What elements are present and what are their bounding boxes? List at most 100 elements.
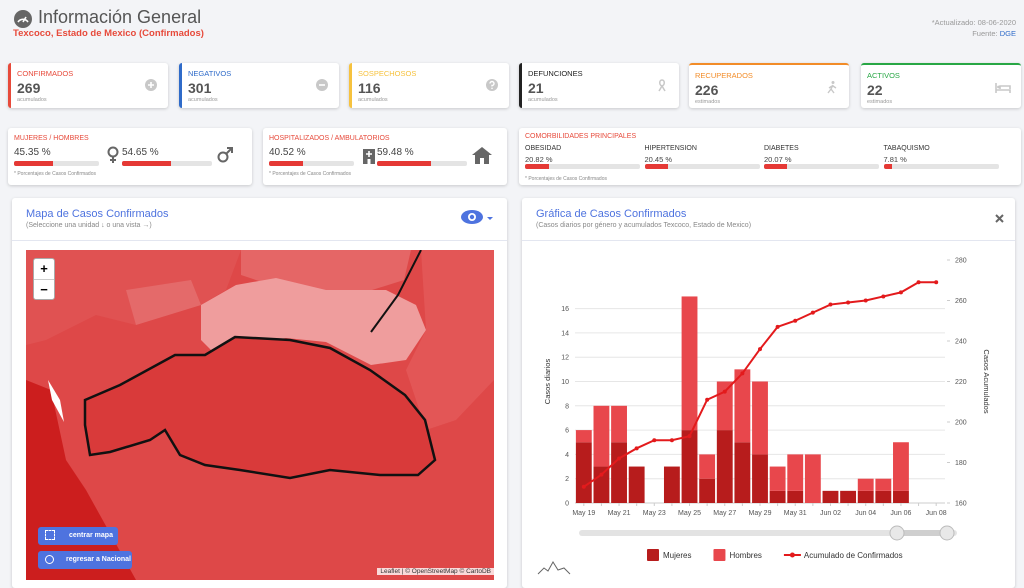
page-title: Información General	[38, 7, 202, 27]
x-tick-label: May 25	[678, 510, 701, 517]
progress-track	[269, 161, 354, 166]
card-value: 21	[528, 80, 544, 96]
bar	[804, 454, 821, 503]
national-button[interactable]: regresar a Nacional	[38, 551, 132, 569]
line-marker	[599, 472, 604, 477]
bar	[857, 490, 874, 503]
y-tick-label: 14	[561, 330, 569, 337]
y-tick-label: 10	[561, 379, 569, 386]
panel-title: Gráfica de Casos Confirmados	[536, 208, 687, 220]
bar	[734, 369, 751, 443]
progress-bar	[269, 161, 304, 166]
card-value: 301	[188, 80, 212, 96]
x-tick-label: May 21	[608, 510, 631, 517]
card-title: COMORBILIDADES PRINCIPALES	[525, 133, 637, 140]
map[interactable]	[26, 250, 494, 580]
line-marker	[740, 371, 745, 376]
legend-swatch	[713, 549, 726, 561]
button-label: regresar a Nacional	[66, 556, 131, 563]
bar	[734, 442, 751, 503]
line-marker	[581, 484, 586, 489]
progress-track	[764, 164, 879, 169]
bar	[857, 478, 874, 491]
line-marker	[687, 434, 692, 439]
percent-label: 59.48 %	[377, 147, 414, 158]
progress-bar	[644, 164, 669, 169]
close-button[interactable]	[995, 214, 1004, 223]
line-marker	[722, 389, 727, 394]
ratio-icon	[216, 146, 234, 169]
stat-card: SOSPECHOSOS 116 acumulados	[349, 63, 509, 108]
bar	[575, 430, 592, 443]
bar	[611, 442, 627, 503]
view-menu[interactable]	[460, 208, 496, 226]
card-note: estimados	[867, 99, 893, 105]
button-label: centrar mapa	[69, 532, 113, 539]
card-icon	[655, 78, 669, 97]
bar	[875, 490, 892, 503]
progress-bar	[525, 164, 549, 169]
bar	[752, 381, 768, 455]
progress-track	[644, 164, 760, 169]
updated: *Actualizado: 08-06-2020	[931, 18, 1016, 27]
card-title: CONFIRMADOS	[17, 69, 74, 78]
bar	[681, 296, 698, 431]
stat-card: ACTIVOS 22 estimados	[861, 63, 1021, 108]
bar	[769, 466, 786, 491]
y2-tick-label: 280	[955, 258, 967, 265]
ratio-card: MUJERES / HOMBRES * Porcentajes de Casos …	[8, 128, 252, 185]
panel-subtitle: (Casos diarios por género y acumulados T…	[536, 222, 752, 229]
ratio-icon	[361, 146, 377, 169]
card-note: * Porcentajes de Casos Confirmados	[525, 176, 607, 182]
map-attribution: Leaflet | © OpenStreetMap © CartoDB	[377, 568, 494, 575]
chart-panel: Gráfica de Casos Confirmados (Casos diar…	[522, 198, 1015, 588]
map-panel: Mapa de Casos Confirmados (Seleccione un…	[12, 198, 507, 588]
bar	[893, 490, 909, 503]
bar	[628, 466, 645, 503]
bar	[611, 405, 627, 443]
x-tick-label: May 27	[713, 510, 736, 517]
card-icon	[485, 78, 499, 97]
x-tick-label: May 31	[784, 510, 807, 517]
line-marker	[863, 298, 868, 303]
line-marker	[705, 397, 710, 402]
bar	[769, 490, 786, 503]
card-icon	[995, 80, 1011, 99]
progress-track	[525, 164, 640, 169]
zoom-out[interactable]: −	[40, 282, 48, 297]
legend-label: Hombres	[729, 551, 761, 560]
progress-bar	[122, 161, 172, 166]
bar	[875, 478, 892, 491]
ratio-card: HOSPITALIZADOS / AMBULATORIOS * Porcentaj…	[263, 128, 507, 185]
comorbidity-name: DIABETES	[764, 145, 799, 152]
bar	[752, 454, 768, 503]
line-marker	[634, 446, 639, 451]
center-button[interactable]: centrar mapa	[38, 527, 118, 545]
y2-tick-label: 200	[955, 420, 967, 427]
y-tick-label: 12	[561, 355, 569, 362]
card-value: 226	[695, 82, 719, 98]
card-icon	[144, 78, 158, 97]
y-tick-label: 4	[565, 452, 569, 459]
comorbidity-name: HIPERTENSION	[644, 145, 697, 152]
y-tick-label: 0	[565, 501, 569, 508]
source-label: Fuente:	[972, 29, 998, 38]
y2-axis-title: Casos Acumulados	[982, 349, 991, 413]
x-tick-label: Jun 08	[926, 510, 947, 517]
line-marker	[881, 294, 886, 299]
x-tick-label: Jun 06	[890, 510, 911, 517]
line-marker	[810, 310, 815, 315]
source-link[interactable]: DGE	[999, 29, 1016, 38]
line-marker	[652, 438, 657, 443]
comorbidities-card: COMORBILIDADES PRINCIPALES * Porcentajes…	[519, 128, 1021, 185]
comorbidity-value: 20.45 %	[644, 155, 673, 164]
card-icon	[315, 78, 329, 97]
card-note: acumulados	[188, 97, 218, 103]
update-info: *Actualizado: 08-06-2020 Fuente: DGE	[932, 18, 1016, 38]
line-marker	[758, 347, 762, 352]
card-title: NEGATIVOS	[188, 69, 232, 78]
zoom-in[interactable]: +	[34, 259, 54, 280]
progress-track	[14, 161, 99, 166]
bar	[787, 454, 804, 491]
comorbidity-name: TABAQUISMO	[883, 145, 930, 152]
